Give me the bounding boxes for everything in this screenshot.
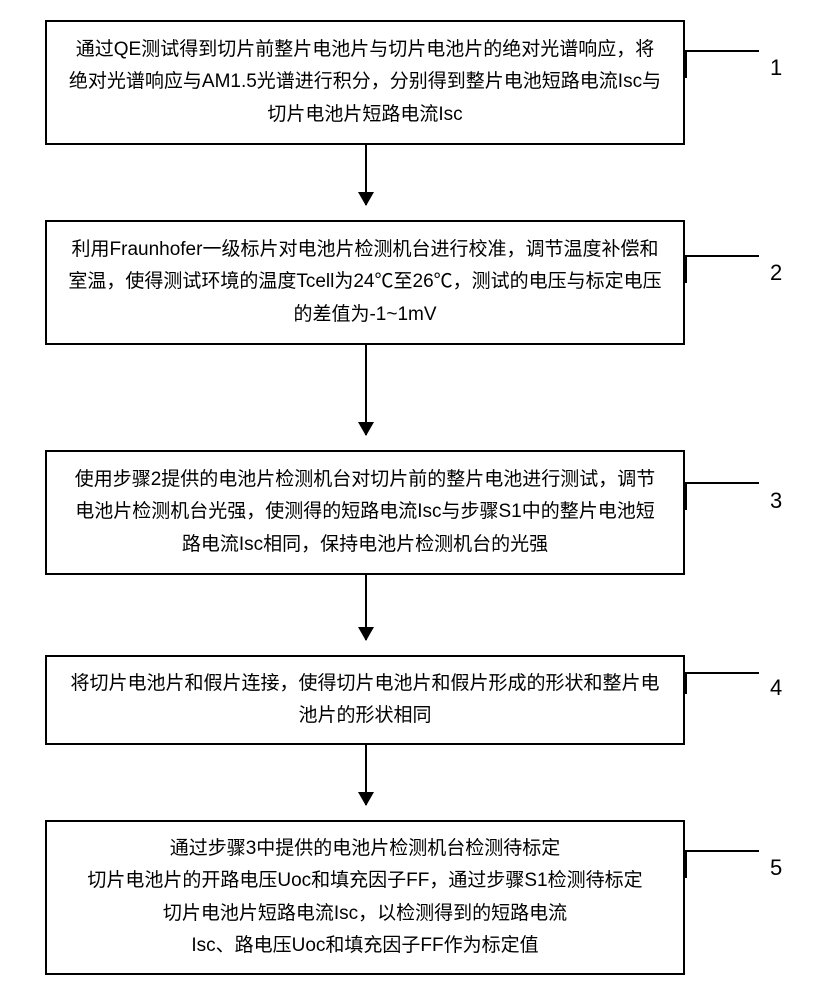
- flow-step-3-text: 使用步骤2提供的电池片检测机台对切片前的整片电池进行测试，调节电池片检测机台光强…: [67, 464, 663, 561]
- flow-step-2-text: 利用Fraunhofer一级标片对电池片检测机台进行校准，调节温度补偿和室温，使…: [67, 234, 663, 331]
- label-connector-5: [685, 850, 759, 852]
- flow-arrow-1-2: [365, 145, 367, 205]
- flow-label-2: 2: [770, 260, 782, 286]
- label-connector-1: [685, 50, 759, 52]
- flow-step-4-text: 将切片电池片和假片连接，使得切片电池片和假片形成的形状和整片电池片的形状相同: [67, 668, 663, 733]
- flow-step-4: 将切片电池片和假片连接，使得切片电池片和假片形成的形状和整片电池片的形状相同: [45, 655, 685, 745]
- label-connector-2: [685, 255, 759, 257]
- flow-step-3: 使用步骤2提供的电池片检测机台对切片前的整片电池进行测试，调节电池片检测机台光强…: [45, 450, 685, 575]
- flow-label-3: 3: [770, 488, 782, 514]
- flow-label-4: 4: [770, 675, 782, 701]
- flow-step-2: 利用Fraunhofer一级标片对电池片检测机台进行校准，调节温度补偿和室温，使…: [45, 220, 685, 345]
- flow-step-5-text: 通过步骤3中提供的电池片检测机台检测待标定 切片电池片的开路电压Uoc和填充因子…: [67, 833, 663, 962]
- flow-step-1: 通过QE测试得到切片前整片电池片与切片电池片的绝对光谱响应，将绝对光谱响应与AM…: [45, 20, 685, 145]
- flow-step-5: 通过步骤3中提供的电池片检测机台检测待标定 切片电池片的开路电压Uoc和填充因子…: [45, 820, 685, 975]
- flowchart-container: 通过QE测试得到切片前整片电池片与切片电池片的绝对光谱响应，将绝对光谱响应与AM…: [0, 0, 820, 1000]
- flow-label-5: 5: [770, 855, 782, 881]
- label-connector-3: [685, 482, 759, 484]
- flow-arrow-3-4: [365, 575, 367, 640]
- flow-step-1-text: 通过QE测试得到切片前整片电池片与切片电池片的绝对光谱响应，将绝对光谱响应与AM…: [67, 34, 663, 131]
- flow-arrow-4-5: [365, 745, 367, 805]
- flow-arrow-2-3: [365, 345, 367, 435]
- label-connector-4: [685, 672, 759, 674]
- flow-label-1: 1: [770, 55, 782, 81]
